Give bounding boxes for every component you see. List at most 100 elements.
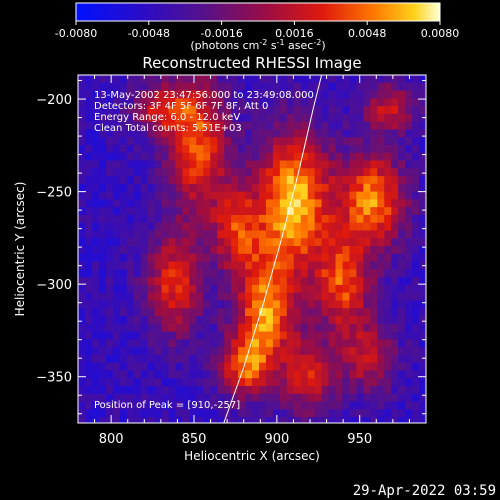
heatmap-cell	[189, 191, 197, 200]
heatmap-cell	[161, 300, 169, 309]
heatmap-cell	[398, 246, 406, 255]
heatmap-cell	[91, 246, 100, 255]
heatmap-cell	[356, 168, 364, 177]
heatmap-cell	[314, 75, 322, 84]
heatmap-cell	[307, 121, 316, 130]
heatmap-cell	[147, 316, 155, 325]
heatmap-cell	[293, 82, 302, 91]
heatmap-cell	[349, 137, 357, 146]
heatmap-cell	[321, 339, 329, 348]
heatmap-cell	[265, 292, 274, 301]
heatmap-cell	[112, 378, 121, 387]
heatmap-cell	[293, 160, 302, 169]
heatmap-cell	[91, 191, 100, 200]
heatmap-cell	[349, 246, 357, 255]
heatmap-cell	[279, 417, 288, 423]
heatmap-cell	[307, 168, 316, 177]
heatmap-cell	[321, 222, 329, 231]
heatmap-cell	[168, 284, 176, 294]
heatmap-cell	[321, 207, 329, 216]
heatmap-cell	[377, 75, 385, 84]
heatmap-cell	[356, 347, 364, 356]
heatmap-cell	[84, 98, 93, 107]
heatmap-cell	[161, 214, 169, 224]
heatmap-cell	[252, 292, 260, 301]
heatmap-cell	[398, 370, 406, 379]
heatmap-cell	[412, 362, 420, 371]
heatmap-cell	[328, 222, 336, 231]
heatmap-cell	[210, 253, 218, 262]
heatmap-cell	[300, 409, 309, 418]
heatmap-cell	[307, 176, 316, 185]
heatmap-cell	[405, 292, 413, 301]
heatmap-cell	[321, 214, 329, 224]
heatmap-cell	[384, 316, 392, 325]
heatmap-cell	[175, 300, 183, 309]
heatmap-cell	[133, 246, 142, 255]
heatmap-cell	[182, 129, 190, 138]
heatmap-cell	[210, 284, 218, 294]
heatmap-cell	[161, 284, 169, 294]
heatmap-cell	[412, 246, 420, 255]
heatmap-cell	[252, 191, 260, 200]
heatmap-cell	[196, 292, 204, 301]
heatmap-cell	[140, 82, 148, 91]
heatmap-cell	[154, 144, 162, 154]
heatmap-cell	[147, 199, 155, 208]
heatmap-cell	[412, 214, 420, 224]
heatmap-cell	[300, 113, 309, 123]
heatmap-cell	[398, 199, 406, 208]
heatmap-cell	[189, 300, 197, 309]
heatmap-cell	[328, 129, 336, 138]
heatmap-cell	[307, 246, 316, 255]
heatmap-cell	[196, 393, 204, 402]
heatmap-cell	[405, 129, 413, 138]
heatmap-cell	[405, 393, 413, 402]
heatmap-cell	[398, 331, 406, 340]
heatmap-cell	[370, 106, 378, 115]
heatmap-cell	[84, 113, 93, 123]
heatmap-cell	[405, 277, 413, 286]
heatmap-cell	[363, 277, 371, 286]
heatmap-cell	[252, 417, 260, 423]
heatmap-cell	[119, 207, 128, 216]
heatmap-cell	[293, 308, 302, 317]
heatmap-cell	[342, 121, 350, 130]
heatmap-cell	[286, 385, 295, 395]
heatmap-cell	[293, 168, 302, 177]
heatmap-cell	[342, 385, 350, 395]
heatmap-cell	[398, 183, 406, 193]
heatmap-cell	[224, 323, 232, 332]
heatmap-cell	[217, 370, 225, 379]
heatmap-cell	[119, 82, 128, 91]
heatmap-cell	[272, 300, 281, 309]
heatmap-cell	[419, 222, 426, 231]
heatmap-cell	[168, 129, 176, 138]
heatmap-cell	[203, 222, 211, 231]
heatmap-cell	[272, 385, 281, 395]
heatmap-cell	[377, 323, 385, 332]
heatmap-cell	[147, 409, 155, 418]
heatmap-cell	[405, 370, 413, 379]
heatmap-cell	[384, 222, 392, 231]
heatmap-cell	[168, 378, 176, 387]
info-energy-range: Energy Range: 6.0 - 12.0 keV	[94, 112, 240, 123]
heatmap-cell	[356, 222, 364, 231]
heatmap-cell	[314, 137, 322, 146]
heatmap-cell	[203, 347, 211, 356]
heatmap-cell	[335, 113, 343, 123]
heatmap-cell	[356, 160, 364, 169]
heatmap-cell	[286, 284, 295, 294]
heatmap-cell	[238, 347, 246, 356]
heatmap-cell	[78, 160, 86, 169]
heatmap-cell	[258, 253, 267, 262]
heatmap-cell	[370, 385, 378, 395]
heatmap-cell	[203, 308, 211, 317]
heatmap-cell	[293, 393, 302, 402]
heatmap-cell	[84, 385, 93, 395]
heatmap-cell	[314, 393, 322, 402]
heatmap-cell	[217, 90, 225, 99]
heatmap-cell	[126, 183, 135, 193]
heatmap-cell	[321, 284, 329, 294]
heatmap-cell	[105, 370, 114, 379]
